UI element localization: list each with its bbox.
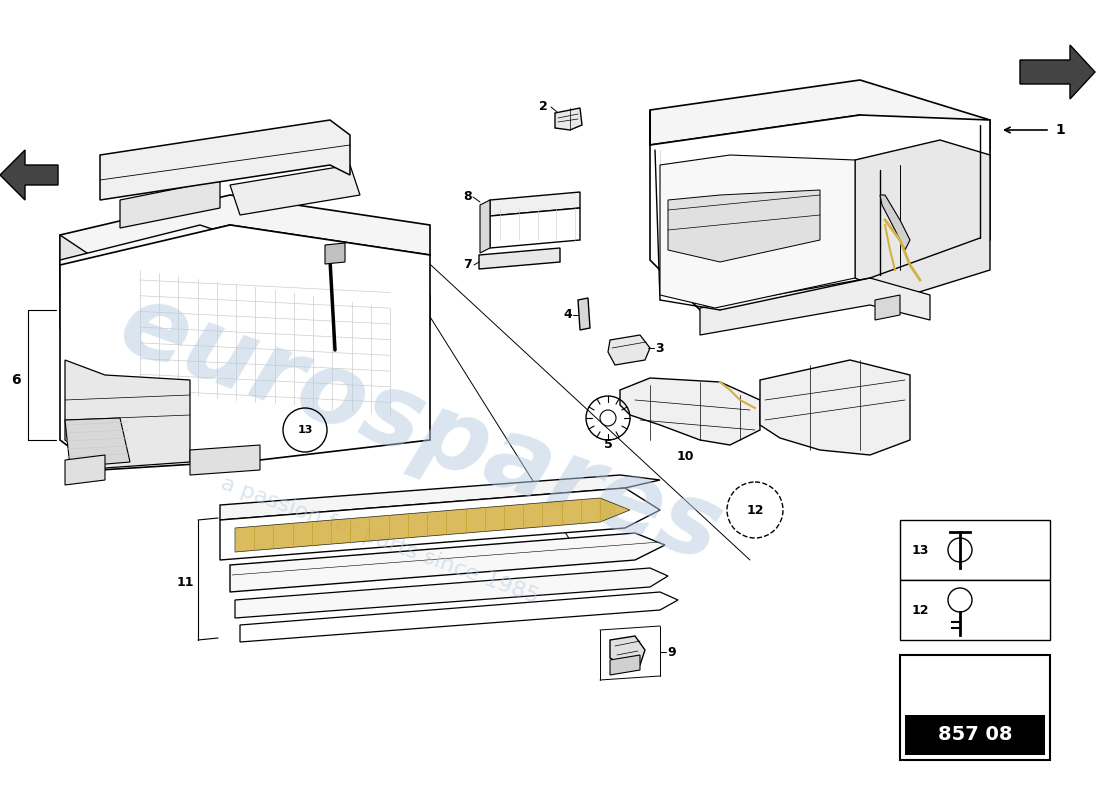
Text: eurospares: eurospares	[107, 276, 734, 584]
Text: 8: 8	[464, 190, 472, 202]
Polygon shape	[900, 580, 1050, 640]
Polygon shape	[60, 265, 430, 330]
Polygon shape	[1020, 45, 1094, 99]
Text: 2: 2	[539, 101, 548, 114]
Text: 1: 1	[1055, 123, 1065, 137]
Text: 3: 3	[656, 342, 664, 354]
Text: 6: 6	[11, 373, 21, 387]
Polygon shape	[874, 295, 900, 320]
Polygon shape	[610, 655, 640, 675]
Polygon shape	[230, 533, 666, 592]
Polygon shape	[220, 475, 660, 520]
Polygon shape	[608, 335, 650, 365]
Polygon shape	[120, 180, 220, 228]
Polygon shape	[660, 155, 855, 308]
Polygon shape	[905, 715, 1045, 755]
Polygon shape	[880, 195, 910, 250]
Polygon shape	[324, 243, 345, 264]
Polygon shape	[240, 592, 678, 642]
Polygon shape	[220, 488, 660, 560]
Text: 7: 7	[463, 258, 472, 271]
Polygon shape	[60, 195, 430, 265]
Text: 11: 11	[176, 575, 194, 589]
Polygon shape	[610, 636, 645, 668]
Polygon shape	[900, 655, 1050, 760]
Polygon shape	[490, 208, 580, 248]
Polygon shape	[650, 80, 990, 150]
Polygon shape	[65, 455, 104, 485]
Text: 12: 12	[746, 503, 763, 517]
Polygon shape	[900, 520, 1050, 580]
Text: a passion for parts since 1985: a passion for parts since 1985	[218, 473, 541, 607]
Polygon shape	[65, 360, 190, 468]
Polygon shape	[855, 140, 990, 298]
Text: 12: 12	[911, 603, 928, 617]
Polygon shape	[480, 200, 490, 253]
Polygon shape	[668, 190, 820, 262]
Polygon shape	[65, 418, 130, 467]
Polygon shape	[230, 165, 360, 215]
Polygon shape	[700, 278, 930, 335]
Polygon shape	[235, 498, 630, 552]
Text: 13: 13	[297, 425, 312, 435]
Text: 10: 10	[676, 450, 694, 463]
Polygon shape	[490, 192, 580, 216]
Text: 9: 9	[668, 646, 676, 658]
Text: 4: 4	[563, 309, 572, 322]
Polygon shape	[620, 378, 760, 445]
Polygon shape	[760, 360, 910, 455]
Text: 13: 13	[911, 543, 928, 557]
Polygon shape	[100, 120, 350, 200]
Polygon shape	[60, 235, 90, 320]
Polygon shape	[190, 445, 260, 475]
Polygon shape	[478, 248, 560, 269]
Polygon shape	[60, 225, 430, 470]
Text: 5: 5	[604, 438, 613, 451]
Polygon shape	[650, 110, 990, 310]
Polygon shape	[0, 150, 58, 200]
Text: 857 08: 857 08	[937, 726, 1012, 745]
Polygon shape	[556, 108, 582, 130]
Polygon shape	[60, 225, 230, 290]
Polygon shape	[578, 298, 590, 330]
Polygon shape	[235, 568, 668, 618]
